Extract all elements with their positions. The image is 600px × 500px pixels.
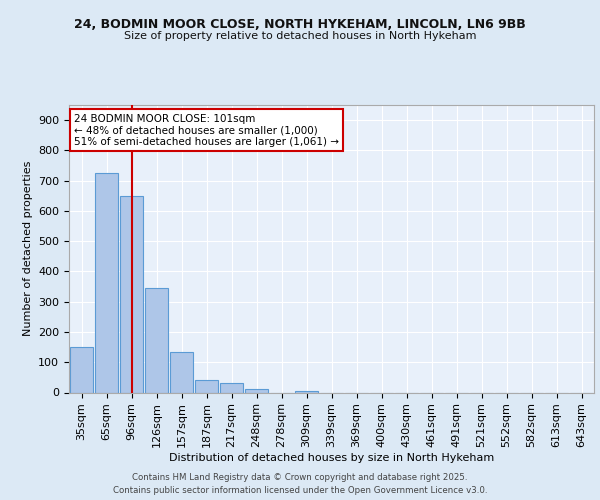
Bar [95,173,118,392]
X-axis label: Distribution of detached houses by size in North Hykeham: Distribution of detached houses by size … [169,453,494,463]
Text: 24 BODMIN MOOR CLOSE: 101sqm
← 48% of detached houses are smaller (1,000)
51% of: 24 BODMIN MOOR CLOSE: 101sqm ← 48% of de… [74,114,339,147]
Bar [170,352,193,393]
Bar [70,347,94,393]
Bar [194,380,218,392]
Bar [295,390,319,392]
Text: Contains public sector information licensed under the Open Government Licence v3: Contains public sector information licen… [113,486,487,495]
Bar [119,196,143,392]
Text: 24, BODMIN MOOR CLOSE, NORTH HYKEHAM, LINCOLN, LN6 9BB: 24, BODMIN MOOR CLOSE, NORTH HYKEHAM, LI… [74,18,526,30]
Bar [245,388,268,392]
Bar [220,383,244,392]
Bar [145,288,169,393]
Text: Contains HM Land Registry data © Crown copyright and database right 2025.: Contains HM Land Registry data © Crown c… [132,472,468,482]
Y-axis label: Number of detached properties: Number of detached properties [23,161,32,336]
Text: Size of property relative to detached houses in North Hykeham: Size of property relative to detached ho… [124,31,476,41]
